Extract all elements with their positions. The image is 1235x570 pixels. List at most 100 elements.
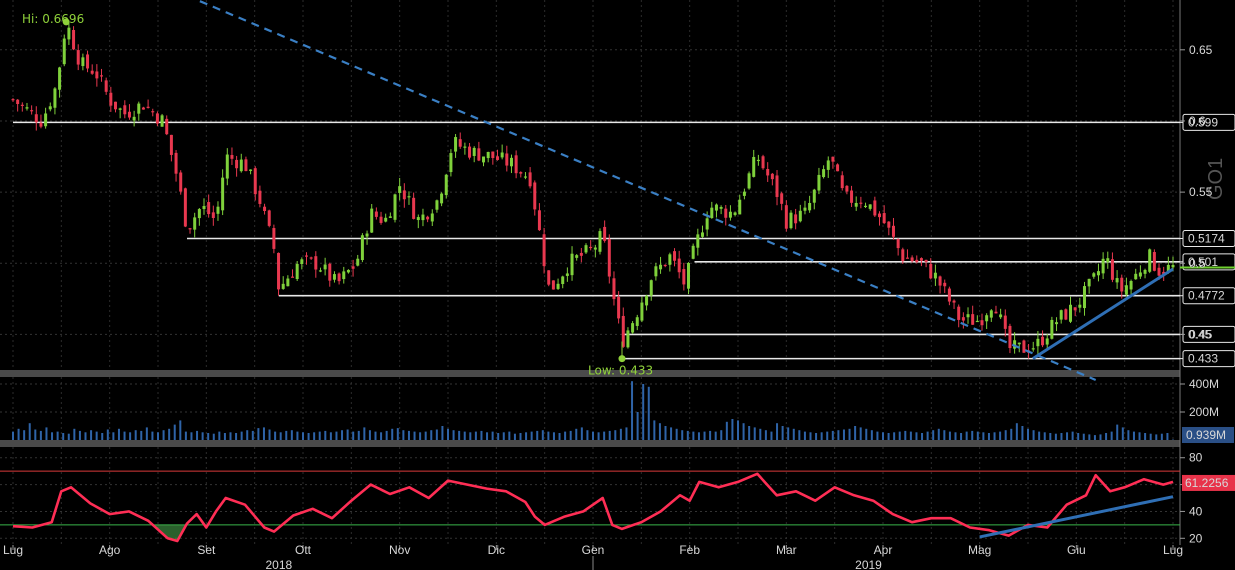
candle-body bbox=[458, 139, 462, 147]
candle-body bbox=[239, 159, 243, 172]
candle-body bbox=[556, 283, 560, 289]
candle-body bbox=[579, 252, 583, 256]
candle-body bbox=[258, 190, 262, 204]
volume-bar bbox=[112, 432, 115, 440]
candle-body bbox=[747, 173, 751, 189]
candle-body bbox=[691, 245, 695, 259]
candle-body bbox=[440, 193, 444, 204]
month-label: Gen bbox=[582, 543, 605, 557]
volume-bar bbox=[725, 421, 728, 440]
volume-bar bbox=[753, 427, 756, 440]
volume-bar bbox=[235, 433, 238, 440]
candle-body bbox=[48, 106, 52, 110]
volume-bar bbox=[357, 430, 360, 440]
candle-body bbox=[272, 228, 276, 249]
candle-body bbox=[155, 113, 159, 124]
volume-bar bbox=[140, 430, 143, 440]
panel-separator-volume-rsi[interactable] bbox=[0, 440, 1180, 447]
volume-bar bbox=[502, 432, 505, 440]
volume-bar bbox=[407, 430, 410, 440]
volume-bar bbox=[90, 430, 93, 440]
volume-bar bbox=[703, 431, 706, 440]
volume-bar bbox=[251, 430, 254, 440]
month-label: Nov bbox=[389, 543, 410, 557]
candle-body bbox=[249, 169, 253, 171]
candle-body bbox=[141, 107, 145, 110]
volume-bar bbox=[764, 430, 767, 440]
candle-body bbox=[910, 257, 914, 262]
volume-bar bbox=[1071, 431, 1074, 440]
volume-bar bbox=[575, 428, 578, 440]
candle-body bbox=[803, 207, 807, 211]
candle-body bbox=[878, 213, 882, 218]
volume-bar bbox=[513, 433, 516, 440]
candle-body bbox=[714, 204, 718, 211]
volume-bar bbox=[229, 432, 232, 440]
volume-bar bbox=[631, 381, 634, 440]
candle-body bbox=[137, 103, 141, 114]
candle-body bbox=[873, 200, 877, 216]
volume-bar bbox=[62, 433, 65, 440]
volume-bar bbox=[842, 429, 845, 440]
rsi-oversold-fill bbox=[153, 524, 186, 541]
volume-bar bbox=[346, 429, 349, 440]
volume-bar bbox=[1082, 433, 1085, 440]
volume-bar bbox=[642, 384, 645, 440]
candle-body bbox=[309, 257, 313, 259]
volume-bar bbox=[179, 420, 182, 440]
candle-body bbox=[388, 216, 392, 218]
candle-body bbox=[113, 101, 117, 110]
volume-bar bbox=[246, 430, 249, 440]
panel-separator-price-volume[interactable] bbox=[0, 370, 1180, 377]
volume-bar bbox=[759, 428, 762, 440]
volume-bar bbox=[45, 427, 48, 440]
volume-bar bbox=[1166, 433, 1169, 440]
price-tick-label: 0.65 bbox=[1189, 43, 1213, 57]
volume-bar bbox=[614, 430, 617, 440]
candle-body bbox=[924, 259, 928, 262]
volume-bar bbox=[134, 430, 137, 440]
volume-bar bbox=[313, 432, 316, 440]
volume-bar bbox=[870, 430, 873, 440]
candle-body bbox=[356, 258, 360, 266]
candle-body bbox=[1115, 278, 1119, 283]
volume-bar bbox=[430, 430, 433, 440]
volume-bar bbox=[960, 433, 963, 440]
volume-bar bbox=[279, 432, 282, 440]
volume-bar bbox=[909, 431, 912, 440]
candle-body bbox=[677, 258, 681, 273]
volume-bar bbox=[603, 431, 606, 440]
candle-body bbox=[635, 317, 639, 326]
candle-body bbox=[817, 174, 821, 191]
candle-body bbox=[263, 206, 267, 211]
candle-body bbox=[1101, 258, 1105, 274]
candle-body bbox=[980, 320, 984, 326]
candle-body bbox=[1143, 269, 1147, 274]
candle-body bbox=[346, 269, 350, 273]
volume-bar bbox=[586, 430, 589, 440]
candle-body bbox=[160, 115, 164, 127]
candle-body bbox=[1073, 307, 1077, 311]
volume-bar bbox=[463, 431, 466, 440]
volume-bar bbox=[73, 428, 76, 440]
volume-bar bbox=[1038, 431, 1041, 440]
volume-bar bbox=[1077, 433, 1080, 440]
candle-body bbox=[607, 239, 611, 277]
candle-body bbox=[1013, 340, 1017, 349]
hi-low-markers: Hi: 0.6696 Low: 0.433 bbox=[22, 12, 653, 378]
candle-body bbox=[719, 207, 723, 209]
candle-body bbox=[570, 253, 574, 276]
volume-bar bbox=[926, 431, 929, 440]
candle-body bbox=[947, 288, 951, 302]
volume-bar bbox=[1110, 431, 1113, 440]
candle-body bbox=[449, 153, 453, 173]
volume-bar bbox=[697, 432, 700, 440]
candle-body bbox=[1003, 315, 1007, 329]
volume-bar bbox=[201, 432, 204, 440]
candle-body bbox=[896, 239, 900, 249]
volume-bar bbox=[993, 432, 996, 440]
volume-bar bbox=[452, 430, 455, 440]
volume-bar bbox=[737, 420, 739, 440]
uptrend-line bbox=[1032, 267, 1174, 360]
candle-body bbox=[430, 213, 434, 222]
